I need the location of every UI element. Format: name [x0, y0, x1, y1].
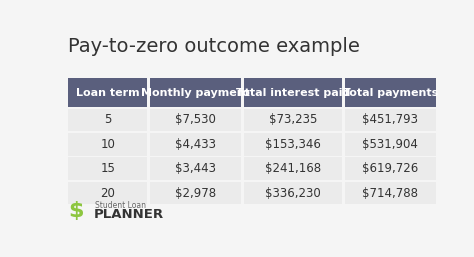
Text: $: $ [68, 201, 84, 221]
Bar [150, 182, 241, 204]
Bar [150, 157, 241, 180]
Text: Pay-to-zero outcome example: Pay-to-zero outcome example [68, 37, 360, 56]
Text: PLANNER: PLANNER [93, 208, 164, 221]
Text: $3,443: $3,443 [175, 162, 216, 175]
Bar [244, 182, 342, 204]
Bar [150, 109, 241, 131]
Bar [345, 157, 436, 180]
Text: 5: 5 [104, 114, 111, 126]
Text: $73,235: $73,235 [269, 114, 317, 126]
Text: $2,978: $2,978 [175, 187, 216, 199]
Bar [345, 109, 436, 131]
Text: Monthly payment: Monthly payment [141, 88, 250, 98]
Bar [68, 157, 147, 180]
Text: Total interest paid: Total interest paid [236, 88, 350, 98]
Bar [68, 182, 147, 204]
Text: Loan term: Loan term [76, 88, 140, 98]
Text: $336,230: $336,230 [265, 187, 321, 199]
Text: $714,788: $714,788 [363, 187, 419, 199]
Bar [68, 78, 147, 107]
Text: 20: 20 [100, 187, 115, 199]
Text: 15: 15 [100, 162, 115, 175]
Bar [244, 133, 342, 156]
Bar [345, 182, 436, 204]
Bar [345, 78, 436, 107]
Text: Student Loan: Student Loan [95, 201, 146, 210]
Bar [68, 109, 147, 131]
Bar [244, 157, 342, 180]
Text: $531,904: $531,904 [363, 138, 419, 151]
Bar [68, 133, 147, 156]
Bar [150, 133, 241, 156]
Text: Total payments: Total payments [343, 88, 438, 98]
Text: $241,168: $241,168 [265, 162, 321, 175]
Text: $4,433: $4,433 [175, 138, 216, 151]
Text: $7,530: $7,530 [175, 114, 216, 126]
Text: $153,346: $153,346 [265, 138, 321, 151]
Bar [345, 133, 436, 156]
Text: 10: 10 [100, 138, 115, 151]
Text: $619,726: $619,726 [362, 162, 419, 175]
Bar [150, 78, 241, 107]
Bar [244, 109, 342, 131]
Text: $451,793: $451,793 [363, 114, 419, 126]
Bar [244, 78, 342, 107]
